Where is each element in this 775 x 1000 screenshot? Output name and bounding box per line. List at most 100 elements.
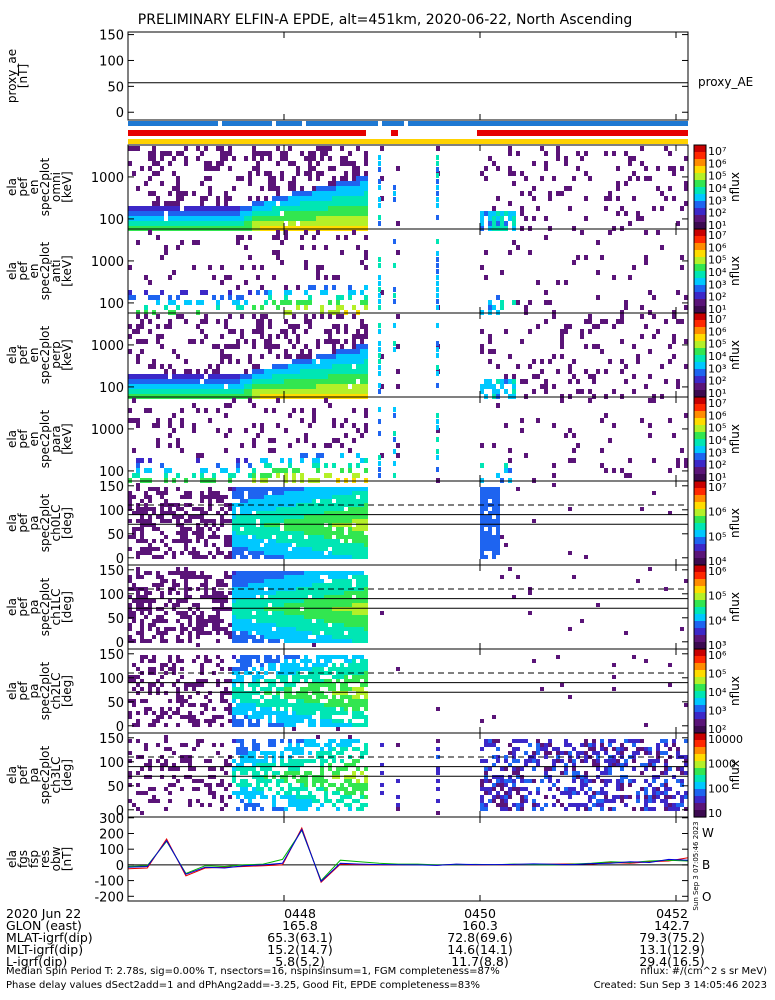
spectrogram-cell	[216, 201, 220, 206]
pitch-angle-cell	[348, 735, 352, 739]
pitch-angle-cell	[144, 607, 148, 611]
spectrogram-cell	[512, 211, 516, 216]
spectrogram-cell	[352, 216, 356, 221]
pitch-angle-cell	[488, 539, 492, 543]
pitch-angle-cell	[348, 607, 352, 611]
spectrogram-cell	[684, 413, 688, 418]
pitch-angle-cell	[244, 767, 248, 771]
spectrogram-cell	[260, 369, 264, 374]
pitch-angle-cell	[304, 695, 308, 699]
spectrogram-cell	[276, 379, 280, 384]
pitch-angle-cell	[320, 583, 324, 587]
pitch-angle-cell	[264, 703, 268, 707]
spectrogram-cell	[316, 206, 320, 211]
spectrogram-cell	[216, 161, 220, 166]
pitch-angle-cell	[256, 759, 260, 763]
spectrogram-cell	[272, 201, 276, 206]
pitch-angle-cell	[336, 519, 340, 523]
pitch-angle-cell	[364, 659, 368, 663]
pitch-angle-cell	[480, 719, 484, 723]
pitch-angle-cell	[348, 775, 352, 779]
spectrogram-cell	[308, 216, 312, 221]
pitch-angle-cell	[228, 519, 232, 523]
spectrogram-cell	[300, 216, 304, 221]
pitch-angle-cell	[324, 703, 328, 707]
spectrogram-cell	[204, 319, 208, 324]
pitch-angle-cell	[168, 655, 172, 659]
spectrogram-cell	[164, 305, 168, 310]
spectrogram-cell	[224, 211, 228, 216]
spectrogram-cell	[544, 384, 548, 389]
pitch-angle-cell	[244, 663, 248, 667]
spectrogram-cell	[152, 423, 156, 428]
pitch-angle-cell	[496, 791, 500, 795]
pitch-angle-cell	[264, 655, 268, 659]
pitch-angle-cell	[308, 575, 312, 579]
pitch-angle-cell	[296, 555, 300, 559]
pitch-angle-cell	[236, 595, 240, 599]
pitch-angle-cell	[256, 575, 260, 579]
spectrogram-cell	[520, 428, 524, 433]
pitch-angle-cell	[252, 507, 256, 511]
pitch-angle-cell	[360, 555, 364, 559]
spectrogram-cell	[348, 285, 352, 290]
pitch-angle-cell	[300, 495, 304, 499]
pitch-angle-cell	[308, 675, 312, 679]
pitch-angle-cell	[244, 783, 248, 787]
spectrogram-cell	[164, 374, 168, 379]
pitch-angle-cell	[284, 535, 288, 539]
pitch-angle-cell	[360, 807, 364, 811]
pitch-angle-cell	[352, 799, 356, 803]
pitch-angle-cell	[240, 591, 244, 595]
pitch-angle-cell	[492, 555, 496, 559]
spectrogram-cell	[288, 221, 292, 226]
pitch-angle-cell	[232, 599, 236, 603]
spectrogram-cell	[240, 295, 244, 300]
spectrogram-cell	[436, 197, 439, 202]
pitch-angle-cell	[220, 495, 224, 499]
pitch-angle-cell	[280, 635, 284, 639]
pitch-angle-cell	[132, 639, 136, 643]
pitch-angle-cell	[268, 635, 272, 639]
pitch-angle-cell	[360, 639, 364, 643]
pitch-angle-cell	[272, 723, 276, 727]
pitch-angle-cell	[140, 811, 144, 815]
spectrogram-cell	[180, 389, 184, 394]
pitch-angle-cell	[280, 535, 284, 539]
pitch-angle-cell	[324, 791, 328, 795]
pitch-angle-cell	[284, 715, 288, 719]
spectrogram-cell	[212, 389, 216, 394]
spectrogram-cell	[332, 364, 336, 369]
spectrogram-cell	[204, 369, 208, 374]
pitch-angle-cell	[208, 535, 212, 539]
pitch-angle-cell	[212, 491, 216, 495]
spectrogram-cell	[216, 166, 220, 171]
pitch-angle-cell	[144, 495, 148, 499]
pitch-angle-cell	[480, 531, 484, 535]
pitch-angle-cell	[264, 495, 268, 499]
spectrogram-cell	[600, 319, 604, 324]
spectrogram-cell	[276, 374, 280, 379]
pitch-angle-cell	[332, 519, 336, 523]
pitch-angle-cell	[496, 531, 500, 535]
spectrogram-cell	[378, 341, 381, 346]
spectrogram-cell	[192, 403, 196, 408]
spectrogram-cell	[172, 270, 176, 275]
pitch-angle-cell	[132, 723, 136, 727]
pitch-angle-cell	[304, 679, 308, 683]
pitch-angle-cell	[328, 551, 332, 555]
spectrogram-cell	[548, 300, 552, 305]
spectrogram-cell	[500, 379, 504, 384]
pitch-angle-cell	[232, 771, 236, 775]
pitch-angle-cell	[128, 783, 132, 787]
spectrogram-cell	[336, 206, 340, 211]
pitch-angle-cell	[308, 571, 312, 575]
spectrogram-cell	[320, 379, 324, 384]
pitch-angle-cell	[184, 743, 188, 747]
pitch-angle-cell	[296, 487, 300, 491]
pitch-angle-cell	[596, 603, 600, 607]
spectrogram-cell	[608, 196, 612, 201]
pitch-angle-cell	[264, 531, 268, 535]
spectrogram-cell	[364, 428, 368, 433]
spectrogram-cell	[580, 389, 584, 394]
